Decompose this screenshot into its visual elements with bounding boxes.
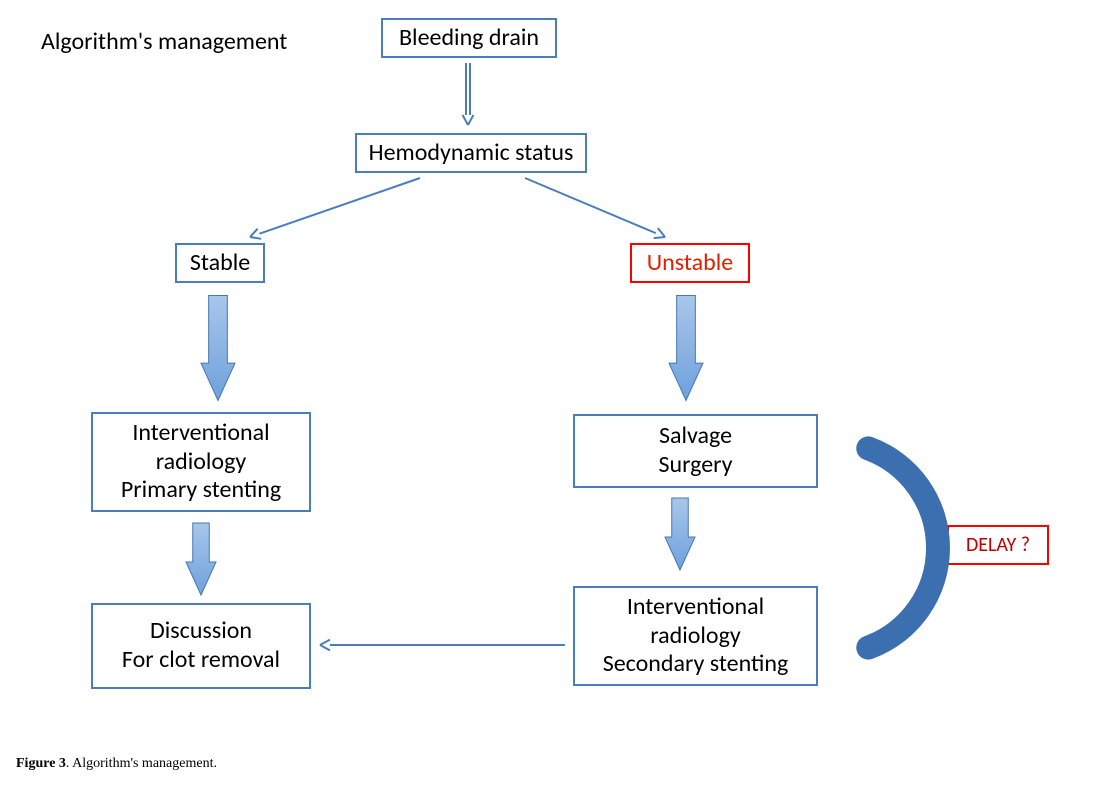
figure-caption-number: Figure 3 [16, 756, 66, 771]
figure-caption: Figure 3. Algorithm's management. [16, 756, 217, 772]
figure-caption-text: . Algorithm's management. [66, 756, 217, 771]
node-stable: Stable [175, 243, 265, 283]
node-discussion-clot: DiscussionFor clot removal [91, 603, 311, 689]
node-hemodynamic-status: Hemodynamic status [355, 133, 587, 173]
node-salvage-surgery: SalvageSurgery [573, 414, 818, 488]
node-ir-secondary-stenting: InterventionalradiologySecondary stentin… [573, 586, 818, 686]
diagram-heading: Algorithm's management [33, 24, 295, 61]
node-bleeding-drain: Bleeding drain [381, 18, 557, 58]
node-delay-label: DELAY ? [947, 525, 1049, 565]
flowchart-stage: Algorithm's management Bleeding drain He… [0, 0, 1119, 790]
node-ir-primary-stenting: InterventionalradiologyPrimary stenting [91, 412, 311, 512]
node-unstable: Unstable [630, 243, 750, 283]
